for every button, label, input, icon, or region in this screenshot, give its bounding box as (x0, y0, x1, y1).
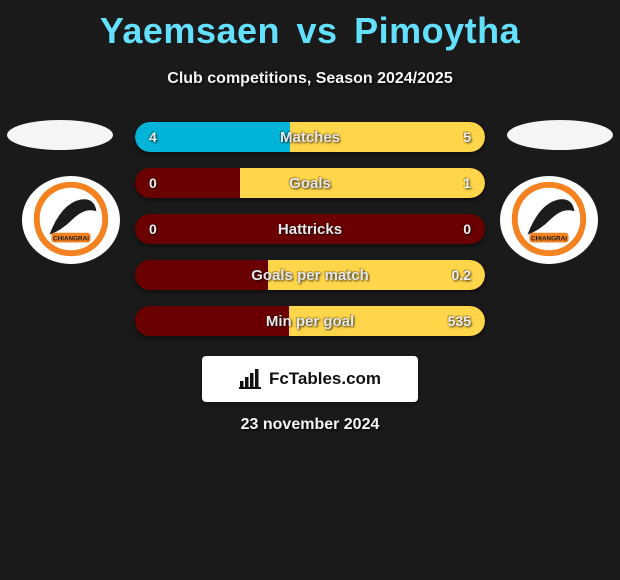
stats-container: 4Matches50Goals10Hattricks0Goals per mat… (135, 122, 485, 352)
stat-row: 0Hattricks0 (135, 214, 485, 244)
date-text: 23 november 2024 (0, 416, 620, 434)
stat-label: Goals per match (135, 260, 485, 290)
stat-row: Min per goal535 (135, 306, 485, 336)
stat-value-right: 535 (448, 306, 471, 336)
brand-text: FcTables.com (269, 369, 381, 389)
stat-value-right: 5 (463, 122, 471, 152)
stat-label: Goals (135, 168, 485, 198)
footer-block: FcTables.com 23 november 2024 (0, 348, 620, 434)
player2-avatar-placeholder (507, 120, 613, 150)
comparison-title: Yaemsaen vs Pimoytha (0, 0, 620, 52)
stat-value-right: 1 (463, 168, 471, 198)
bar-chart-icon (239, 369, 263, 389)
svg-text:CHIANGRAI: CHIANGRAI (531, 236, 567, 243)
subtitle: Club competitions, Season 2024/2025 (0, 70, 620, 88)
svg-text:CHIANGRAI: CHIANGRAI (53, 236, 89, 243)
stat-row: 4Matches5 (135, 122, 485, 152)
stat-row: 0Goals1 (135, 168, 485, 198)
stat-label: Matches (135, 122, 485, 152)
title-vs: vs (297, 10, 338, 51)
stat-value-right: 0.2 (452, 260, 471, 290)
title-player2: Pimoytha (354, 10, 520, 51)
player2-club-crest: CHIANGRAI (500, 176, 598, 264)
stat-row: Goals per match0.2 (135, 260, 485, 290)
brand-badge: FcTables.com (202, 356, 418, 402)
title-player1: Yaemsaen (100, 10, 280, 51)
stat-label: Min per goal (135, 306, 485, 336)
player1-club-crest: CHIANGRAI (22, 176, 120, 264)
stat-label: Hattricks (135, 214, 485, 244)
player1-avatar-placeholder (7, 120, 113, 150)
stat-value-right: 0 (463, 214, 471, 244)
